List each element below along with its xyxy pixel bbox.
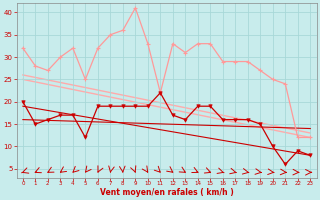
X-axis label: Vent moyen/en rafales ( km/h ): Vent moyen/en rafales ( km/h )	[100, 188, 234, 197]
